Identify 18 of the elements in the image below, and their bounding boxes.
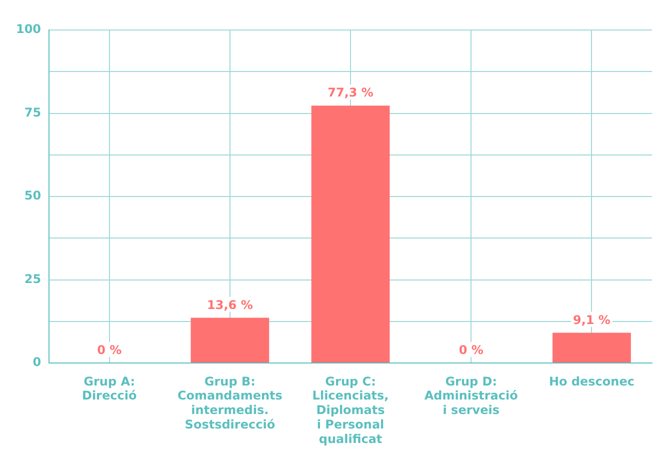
data-label: 13,6 % xyxy=(207,298,253,312)
data-label: 9,1 % xyxy=(572,312,610,327)
x-tick-label: Grup B: Comandaments intermedis. Sostsdirecció xyxy=(177,374,282,432)
data-label: 0 % xyxy=(458,343,484,358)
data-label: 0 % xyxy=(97,343,122,358)
x-tick-label: Ho desconec xyxy=(548,374,634,388)
x-tick-label: Grup D: Administració i serveis xyxy=(424,374,518,418)
y-tick-label: 50 xyxy=(24,188,42,203)
y-tick-label: 0 xyxy=(32,355,42,370)
y-tick-label: 100 xyxy=(16,22,42,36)
y-tick-label: 75 xyxy=(24,105,42,120)
data-label: 77,3 % xyxy=(328,86,374,100)
x-tick-label: Grup A: Direcció xyxy=(82,374,137,403)
bar xyxy=(190,318,270,362)
x-tick-label: Grup C: Llicenciats, Diplomats i Personal qualificat xyxy=(312,374,389,446)
bar xyxy=(552,332,631,362)
bar xyxy=(311,106,390,362)
y-tick-label: 25 xyxy=(24,272,42,286)
